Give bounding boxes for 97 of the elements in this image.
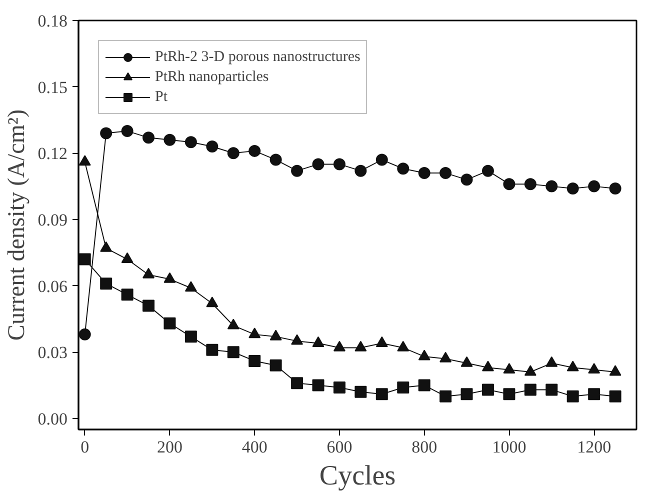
point [333, 381, 346, 394]
point [609, 182, 622, 195]
point [566, 390, 579, 402]
point [164, 317, 176, 330]
point [248, 144, 261, 157]
point [609, 390, 622, 402]
point [376, 154, 388, 166]
point [100, 278, 112, 290]
point [460, 388, 473, 400]
y-tick-label: 0.18 [38, 12, 68, 30]
point [566, 360, 579, 372]
x-axis-title: Cycles [319, 460, 396, 492]
point [184, 330, 197, 343]
point [312, 158, 324, 170]
point [121, 125, 134, 138]
point [588, 362, 600, 374]
point [503, 178, 516, 190]
point [397, 162, 410, 175]
point [121, 252, 134, 263]
point [100, 127, 112, 140]
point [78, 155, 91, 166]
point [546, 356, 558, 367]
x-tick-label: 600 [326, 438, 352, 456]
legend-label: PtRh nanoparticles [155, 68, 269, 86]
point [248, 354, 261, 367]
point [503, 362, 516, 374]
point [206, 296, 218, 308]
point [609, 365, 622, 376]
point [460, 174, 473, 186]
point [248, 328, 261, 338]
y-tick-label: 0.03 [38, 343, 68, 362]
point [418, 350, 430, 360]
point [354, 164, 367, 177]
x-tick-label: 400 [242, 438, 268, 456]
point [588, 388, 600, 400]
point [270, 154, 282, 166]
point [418, 379, 430, 392]
point [460, 356, 473, 367]
point [524, 365, 536, 376]
point [354, 340, 367, 352]
point [142, 268, 155, 278]
point [376, 336, 388, 347]
x-tick-label: 1000 [492, 438, 526, 456]
point [440, 352, 452, 362]
point [482, 164, 494, 177]
point [270, 330, 282, 340]
point [397, 381, 410, 394]
point [142, 132, 155, 144]
point [333, 340, 346, 352]
point [440, 167, 452, 180]
y-tick-label: 0.15 [38, 78, 68, 97]
y-tick-label: 0.00 [38, 409, 68, 428]
point [482, 360, 494, 372]
legend-label: PtRh-2 3-D porous nanostructures [155, 48, 360, 66]
x-tick-label: 0 [80, 438, 90, 456]
x-tick-label: 800 [412, 438, 438, 456]
point [270, 359, 282, 372]
point [142, 300, 155, 312]
point [121, 288, 134, 301]
point [546, 384, 558, 396]
point [184, 281, 197, 292]
point [440, 390, 452, 402]
point [78, 328, 91, 340]
point [503, 388, 516, 400]
point [164, 134, 176, 146]
y-tick-label: 0.12 [38, 144, 68, 164]
point [418, 167, 430, 180]
y-tick-label: 0.09 [38, 210, 68, 230]
legend-label: Pt [155, 88, 169, 106]
point [78, 253, 91, 266]
point [482, 384, 494, 396]
point [566, 182, 579, 195]
x-tick-label: 200 [156, 438, 182, 456]
point [291, 334, 304, 345]
point [333, 158, 346, 170]
point [546, 180, 558, 192]
point [291, 164, 304, 177]
point [524, 384, 536, 396]
point [397, 340, 410, 352]
point [524, 178, 536, 190]
point [184, 136, 197, 148]
point [312, 379, 324, 392]
y-axis-title: Current density (A/cm²) [4, 109, 30, 341]
point [227, 318, 240, 330]
point [588, 180, 600, 192]
point [206, 344, 218, 356]
point [227, 346, 240, 358]
point [164, 272, 176, 283]
point [291, 377, 304, 390]
point [312, 336, 324, 347]
point [100, 241, 112, 252]
point [354, 386, 367, 398]
x-tick-label: 1200 [577, 438, 612, 456]
point [376, 388, 388, 400]
point [227, 147, 240, 160]
y-tick-label: 0.06 [38, 276, 68, 296]
point [206, 140, 218, 153]
